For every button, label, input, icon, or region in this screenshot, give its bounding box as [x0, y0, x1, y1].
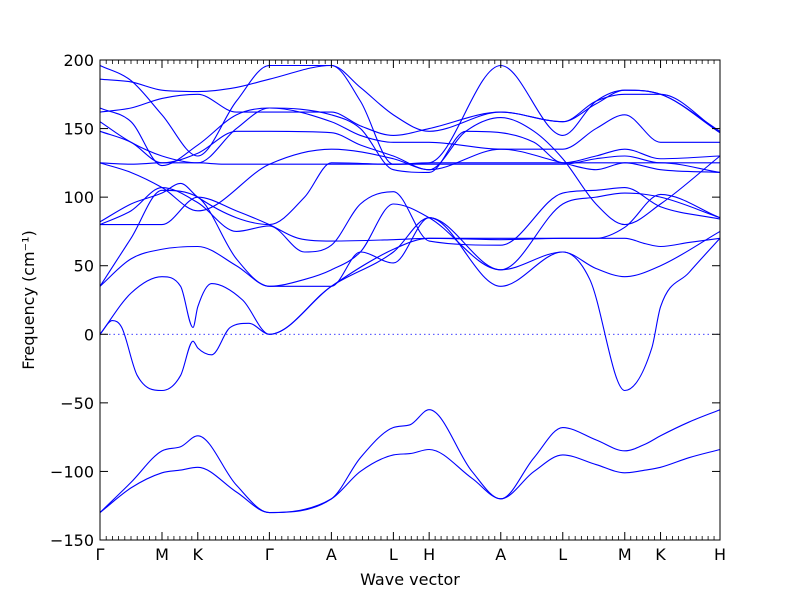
series-layer [99, 64, 721, 514]
x-tick-label: M [618, 545, 632, 564]
phonon-band-9 [99, 162, 721, 226]
x-tick-label: Γ [265, 545, 274, 564]
plot-background [100, 60, 720, 540]
phonon-band-13 [99, 107, 721, 174]
x-tick-label: L [389, 545, 398, 564]
y-tick-label: −100 [50, 462, 94, 481]
phonon-band-17 [99, 64, 721, 165]
y-tick-label: 150 [63, 120, 94, 139]
x-tick-label: A [495, 545, 506, 564]
x-tick-label: M [155, 545, 169, 564]
x-tick-label: Γ [96, 545, 105, 564]
phonon-band-1 [99, 448, 721, 514]
phonon-band-16 [99, 64, 721, 132]
phonon-band-4 [99, 237, 721, 335]
x-tick-label: L [558, 545, 567, 564]
y-tick-label: 200 [63, 51, 94, 70]
plot-frame [99, 59, 721, 541]
y-tick-label: −50 [60, 394, 94, 413]
y-axis-label: Frequency (cm⁻¹) [19, 230, 38, 369]
x-tick-label: K [193, 545, 204, 564]
phonon-band-8 [100, 193, 721, 242]
phonon-band-15 [99, 93, 721, 136]
x-axis-label: Wave vector [360, 570, 460, 589]
y-tick-label: 50 [74, 257, 94, 276]
phonon-band-7 [99, 186, 721, 253]
phonon-band-6 [99, 189, 721, 287]
y-tick-label: −150 [50, 531, 94, 550]
x-tick-label: H [423, 545, 435, 564]
x-tick-label: H [714, 545, 726, 564]
x-tick-label: A [326, 545, 337, 564]
phonon-band-2 [99, 409, 721, 514]
x-tick-label: K [655, 545, 666, 564]
phonon-band-12 [99, 117, 721, 226]
y-tick-label: 100 [63, 188, 94, 207]
y-tick-label: 0 [84, 325, 94, 344]
phonon-band-5 [99, 217, 721, 287]
y-ticks: −150 −100 −50 0 50 100 150 200 [50, 51, 720, 550]
